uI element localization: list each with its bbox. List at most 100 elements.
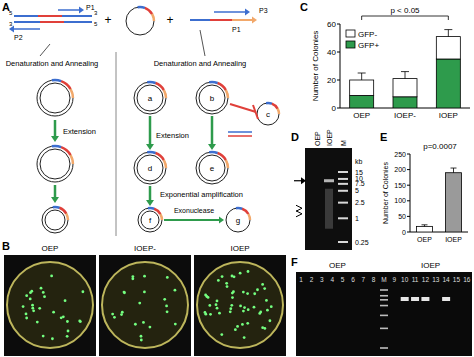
strand-end: 5 <box>9 10 13 16</box>
x-tick-label: OEP <box>353 111 370 120</box>
colony <box>215 303 218 306</box>
insert-arc <box>61 147 70 155</box>
colony <box>266 309 269 312</box>
colony <box>242 310 245 313</box>
legend-swatch <box>346 41 355 48</box>
colony <box>64 299 67 302</box>
colony <box>51 337 54 340</box>
lane-number: 8 <box>372 276 376 283</box>
colony <box>25 294 28 297</box>
band <box>442 297 450 301</box>
colony <box>38 307 41 310</box>
divider <box>116 52 117 236</box>
lane-number: 14 <box>443 276 451 283</box>
intermediate-label: b <box>210 94 215 103</box>
marker-band <box>380 299 388 301</box>
colony <box>149 326 152 329</box>
colony <box>246 322 249 325</box>
colony <box>31 304 34 307</box>
colony <box>221 275 224 278</box>
intermediate-label: c <box>266 110 270 119</box>
marker-band <box>380 305 388 307</box>
group-label: OEP <box>329 261 346 270</box>
y-tick-label: 40 <box>327 48 336 57</box>
insert-arc <box>217 153 225 160</box>
panel-label: B <box>2 240 10 252</box>
plasmid <box>257 103 279 125</box>
colony <box>79 320 82 323</box>
primer-arc <box>209 151 217 154</box>
arrow-shaft <box>54 185 57 198</box>
colony <box>67 330 70 333</box>
colony <box>216 299 219 302</box>
y-tick <box>337 108 340 109</box>
y-tick-label: 0 <box>402 229 406 236</box>
insert-arc <box>217 83 225 90</box>
marker-size-label: 5 <box>355 187 359 194</box>
colony <box>204 311 207 314</box>
colony <box>208 304 211 307</box>
colony <box>31 307 34 310</box>
colony <box>42 335 45 338</box>
y-axis <box>340 24 341 108</box>
legend-label: GFP+ <box>358 41 379 50</box>
error-bar <box>444 30 452 37</box>
colony <box>29 298 32 301</box>
error-bar <box>451 168 457 173</box>
colony <box>204 294 207 297</box>
colony <box>270 305 273 308</box>
y-tick <box>337 24 340 25</box>
colony <box>36 321 39 324</box>
bar <box>436 59 460 108</box>
colony <box>236 325 239 328</box>
insert-arc <box>248 214 250 220</box>
marker-band <box>338 178 348 180</box>
plasmid <box>196 82 228 114</box>
colony <box>230 304 233 307</box>
lane-number: 11 <box>412 276 419 283</box>
lane-number: 2 <box>310 276 314 283</box>
colony <box>239 272 242 275</box>
primer <box>210 19 232 21</box>
intermediate-label: g <box>236 216 240 225</box>
arrow-head <box>51 197 59 203</box>
insert-arc <box>154 209 160 214</box>
y-tick-label: 20 <box>327 76 336 85</box>
primer-arc <box>52 80 61 81</box>
primer-label: P1 <box>232 26 241 33</box>
plasmid <box>226 208 250 232</box>
colony <box>268 319 271 322</box>
x-tick-label: IOEP <box>439 111 458 120</box>
lane-number: 5 <box>341 276 345 283</box>
bar <box>350 95 374 108</box>
plate-label: IOEP <box>230 244 249 253</box>
colony <box>261 283 264 286</box>
strand-end: 3 <box>9 21 13 27</box>
connector <box>40 44 50 56</box>
plate <box>102 262 188 348</box>
y-tick <box>407 169 410 170</box>
lane-number: 10 <box>401 276 409 283</box>
strand <box>64 21 92 23</box>
colony <box>50 275 53 278</box>
colony <box>233 275 236 278</box>
arrow-head <box>245 9 250 16</box>
colonies <box>22 275 85 341</box>
insert-arc <box>71 89 73 98</box>
error-cap <box>422 224 428 225</box>
colony <box>163 298 166 301</box>
annotation: p=0.0007 <box>423 142 457 151</box>
colony <box>30 290 33 293</box>
smear <box>325 189 333 229</box>
error-line <box>405 72 406 79</box>
plasmid <box>134 82 166 114</box>
error-cap <box>358 73 366 74</box>
strand <box>14 21 40 23</box>
primer <box>228 135 252 137</box>
marker-band <box>338 202 348 204</box>
plasmid <box>37 146 73 182</box>
colony <box>239 305 242 308</box>
marker-band <box>338 190 348 192</box>
y-tick-label: 100 <box>394 197 406 204</box>
arrow-shaft <box>54 120 57 137</box>
